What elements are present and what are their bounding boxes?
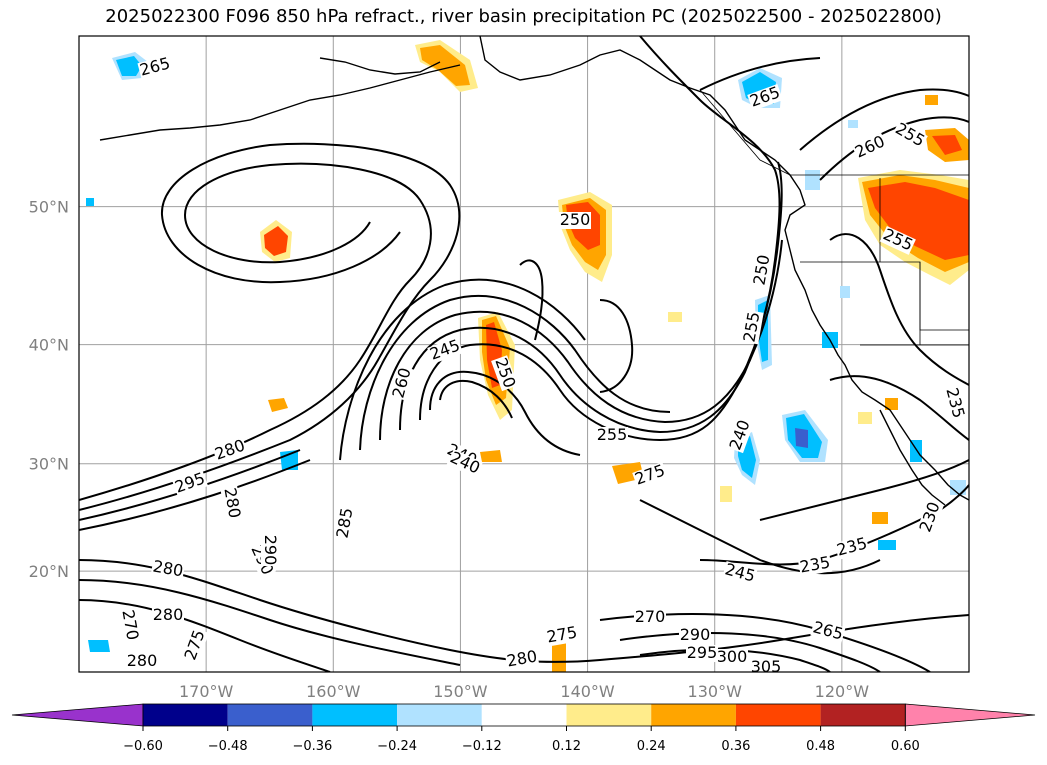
contour-label-bg-3	[852, 132, 889, 162]
contour-label-bg-13	[446, 448, 483, 478]
contour-label-bg-29	[686, 645, 718, 662]
colorbar-segment-6	[566, 704, 652, 726]
contour-label-bg-14	[632, 462, 669, 489]
contour-label-bg-10	[390, 365, 415, 401]
colorbar-tick-label-4: −0.12	[462, 739, 502, 754]
contour-label-bg-39	[261, 534, 278, 566]
contour-label-28: 290	[680, 625, 711, 644]
contour-label-30: 300	[717, 647, 748, 666]
contour-label-bg-21	[152, 607, 184, 624]
colorbar-segment-5	[481, 704, 567, 726]
contour-label-bg-30	[716, 649, 748, 666]
coastlines	[99, 36, 969, 506]
colorbar-arrow-right	[904, 703, 1036, 727]
plot-border	[78, 35, 970, 673]
colorbar-tick-label-6: 0.24	[637, 739, 666, 754]
contour-label-bg-37	[942, 385, 967, 421]
contour-label-bg-28	[679, 627, 711, 644]
lon-label-0: 170°W	[179, 682, 234, 701]
contour-label-bg-0	[137, 55, 173, 80]
contour-label-bg-6	[741, 309, 764, 345]
colorbar-segment-9	[820, 704, 906, 726]
contour-label-9: 250	[560, 210, 591, 229]
colorbar-segment-1	[143, 704, 228, 726]
contour-label-bg-27	[504, 648, 540, 671]
contour-label-bg-1	[747, 84, 784, 111]
contour-label-bg-8	[427, 337, 464, 364]
colorbar-segment-2	[227, 704, 313, 726]
contour-label-bg-32	[810, 619, 846, 644]
contour-label-bg-7	[491, 355, 518, 392]
contour-label-bg-22	[118, 607, 141, 643]
contour-label-bg-11	[596, 427, 628, 444]
contour-label-bg-23	[182, 627, 209, 664]
lon-label-2: 150°W	[433, 682, 488, 701]
contour-label-bg-34	[797, 554, 833, 577]
lon-label-4: 130°W	[688, 682, 743, 701]
latitude-labels: 50°N 40°N 30°N 20°N	[29, 198, 69, 582]
contour-label-21: 280	[153, 605, 184, 624]
contour-label-bg-16	[172, 470, 209, 497]
colorbar-tick-label-9: 0.60	[891, 739, 920, 754]
colorbar-frame	[142, 703, 906, 727]
contour-label-bg-25	[544, 624, 580, 647]
contour-label-24: 280	[127, 651, 158, 670]
colorbar-tick-label-3: −0.24	[377, 739, 417, 754]
lat-label-0: 50°N	[29, 198, 69, 217]
lon-label-3: 140°W	[560, 682, 615, 701]
colorbar-tick-label-7: 0.36	[721, 739, 750, 754]
contour-label-bg-24	[126, 653, 158, 670]
contour-label-bg-2	[891, 120, 928, 151]
lat-label-1: 40°N	[29, 336, 69, 355]
colorbar-arrow-left	[11, 703, 144, 727]
contour-label-bg-4	[879, 225, 916, 255]
colorbar-segment-7	[651, 704, 736, 726]
contour-label-31: 305	[751, 657, 782, 676]
map-title: 2025022300 F096 850 hPa refract., river …	[105, 6, 942, 27]
colorbar-tick-label-2: −0.36	[292, 739, 332, 754]
contour-label-bg-9	[559, 212, 591, 229]
lat-label-2: 30°N	[29, 455, 69, 474]
contour-label-bg-15	[212, 437, 249, 464]
lon-label-5: 120°W	[815, 682, 870, 701]
contour-label-26: 270	[635, 607, 666, 626]
contour-label-bg-35	[834, 535, 870, 560]
colorbar-tick-label-0: −0.60	[123, 739, 163, 754]
colorbar-segment-4	[397, 704, 482, 726]
contour-label-29: 295	[687, 643, 718, 662]
colorbar-segment-3	[312, 704, 398, 726]
contour-label-39: 290	[261, 535, 280, 566]
longitude-labels: 170°W 160°W 150°W 140°W 130°W 120°W	[179, 682, 869, 701]
colorbar: −0.60 −0.48 −0.36 −0.24 −0.12 0.12 0.24 0.36 0.4…	[11, 703, 1036, 754]
contour-label-bg-17	[220, 485, 243, 521]
colorbar-tick-label-1: −0.48	[208, 739, 248, 754]
contour-label-bg-36	[917, 499, 944, 536]
contour-label-bg-33	[722, 561, 758, 586]
lat-label-3: 20°N	[29, 562, 69, 581]
colorbar-tick-label-5: 0.12	[552, 739, 581, 754]
contour-label-11: 255	[597, 425, 628, 444]
colorbar-tick-label-8: 0.48	[806, 739, 835, 754]
contour-label-bg-26	[634, 609, 666, 626]
contour-label-bg-20	[334, 505, 357, 541]
contour-label-bg-5	[751, 252, 774, 288]
contour-label-bg-31	[750, 659, 782, 672]
lon-label-1: 160°W	[306, 682, 361, 701]
contour-label-bg-38	[727, 417, 754, 454]
contour-label-bg-19	[150, 558, 186, 581]
colorbar-segment-8	[735, 704, 821, 726]
